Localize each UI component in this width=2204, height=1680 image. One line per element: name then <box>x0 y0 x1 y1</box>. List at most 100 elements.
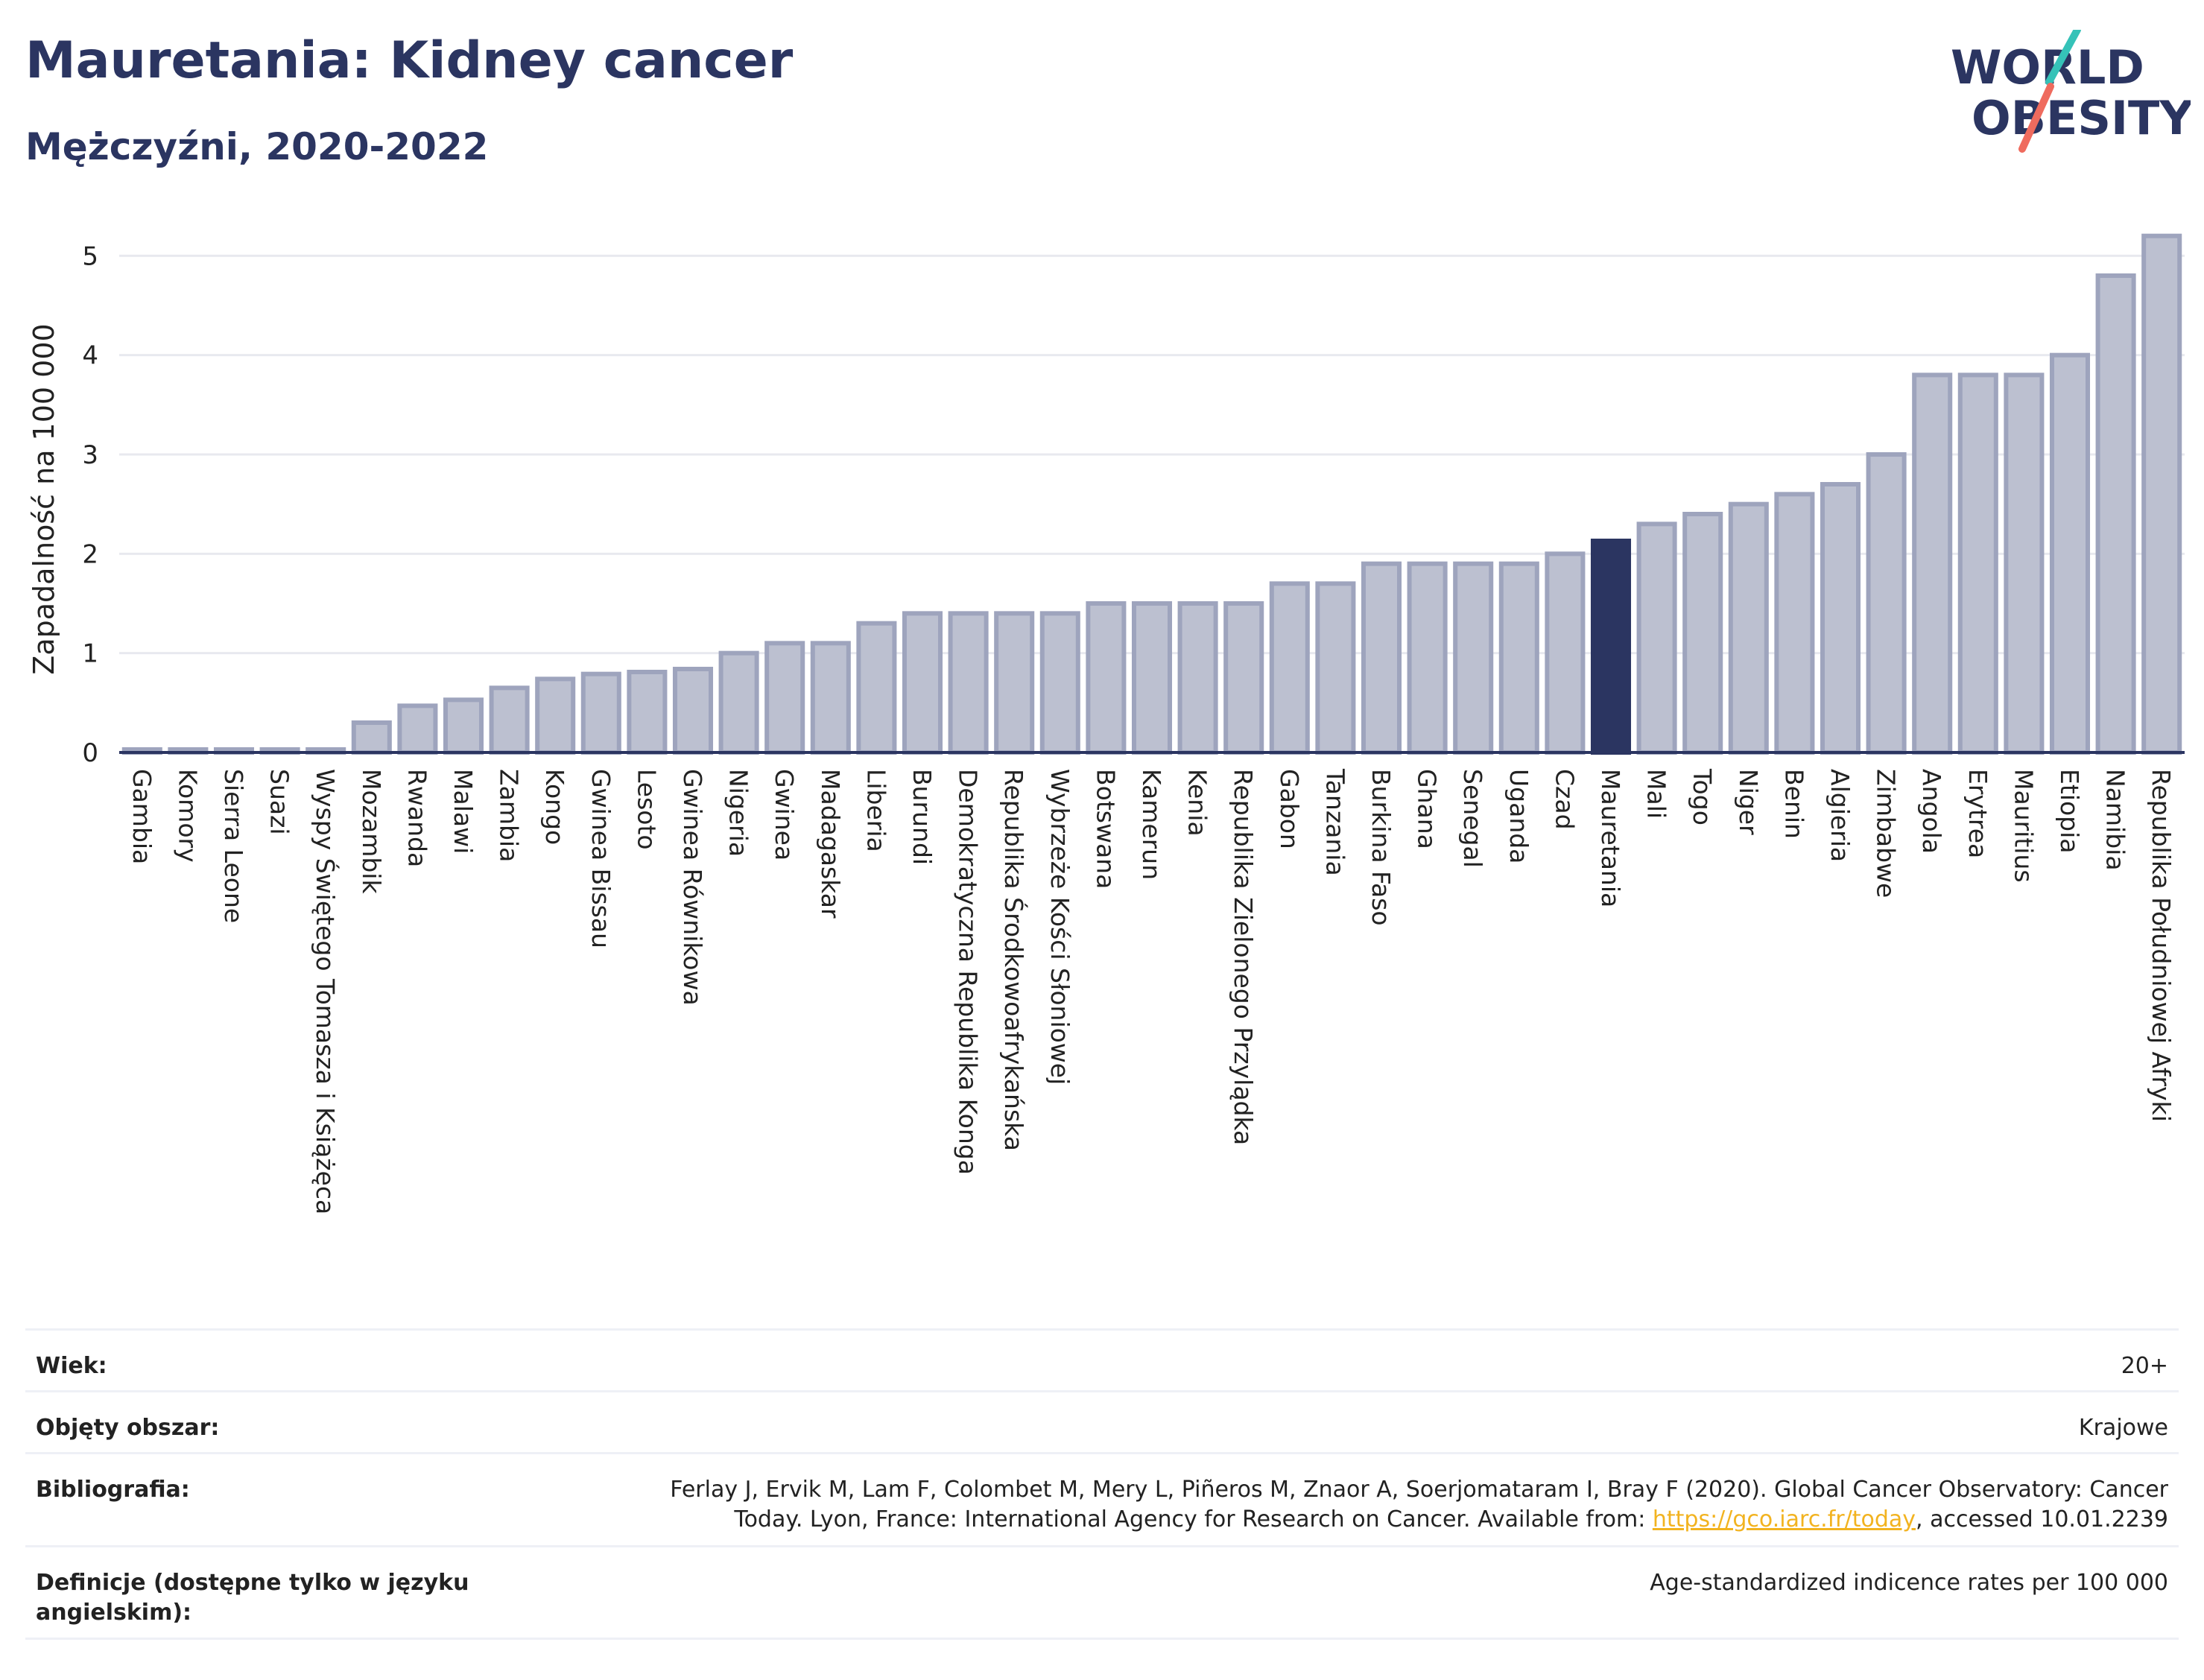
x-tick-label: Republika Zielonego Przylądka <box>1229 769 1258 1145</box>
age-label: Wiek: <box>36 1353 107 1379</box>
bar <box>1407 561 1448 755</box>
y-tick-label: 5 <box>82 241 98 271</box>
x-tick-label: Mali <box>1642 769 1671 819</box>
bar <box>1636 522 1677 755</box>
bar <box>443 697 484 755</box>
bar <box>1039 611 1080 755</box>
x-tick-label: Malawi <box>449 769 478 854</box>
logo-line2: OBESITY <box>1972 91 2191 145</box>
chart-title: Mauretania: Kidney cancer <box>25 31 794 90</box>
bar <box>1912 373 1953 755</box>
x-tick-label: Mauritius <box>2009 769 2038 883</box>
x-tick-label: Sierra Leone <box>219 769 248 923</box>
y-tick-label: 0 <box>82 738 98 768</box>
bar <box>351 720 392 755</box>
x-tick-label: Republika Środkowoafrykańska <box>999 769 1029 1151</box>
x-tick-label: Namibia <box>2101 769 2130 871</box>
x-tick-label: Wyspy Świętego Tomasza i Książęca <box>311 769 341 1214</box>
bar <box>902 611 943 755</box>
info-table: Wiek: 20+ Objęty obszar: Krajowe Bibliog… <box>25 1328 2179 1640</box>
bar <box>1361 561 1402 755</box>
age-value: 20+ <box>2121 1353 2168 1379</box>
x-tick-label: Zimbabwe <box>1872 769 1901 898</box>
x-tick-label: Gwinea Równikowa <box>678 769 707 1006</box>
definitions-label: Definicje (dostępne tylko w języku angie… <box>36 1570 469 1626</box>
bar <box>994 611 1035 755</box>
y-tick-label: 2 <box>82 539 98 569</box>
bar <box>718 650 759 755</box>
y-tick-label: 1 <box>82 639 98 669</box>
bar <box>2004 373 2045 755</box>
chart-subtitle: Mężczyźni, 2020-2022 <box>25 125 489 168</box>
x-tick-label: Burundi <box>908 769 937 865</box>
bar <box>948 611 989 755</box>
x-tick-label: Lesoto <box>632 769 661 850</box>
x-tick-label: Zambia <box>495 769 524 862</box>
x-tick-label: Erytrea <box>1963 769 1992 858</box>
x-tick-label: Nigeria <box>724 769 753 857</box>
bar <box>627 670 668 755</box>
logo-slash-coral <box>2018 83 2054 153</box>
bar <box>1728 501 1769 755</box>
bar <box>397 703 438 755</box>
x-tick-label: Wybrzeże Kości Słoniowej <box>1045 769 1074 1085</box>
x-tick-label: Botswana <box>1091 769 1120 889</box>
y-tick-label: 4 <box>82 341 98 371</box>
bar <box>1498 561 1539 755</box>
bar <box>1774 492 1815 755</box>
x-tick-label: Burkina Faso <box>1367 769 1396 926</box>
x-tick-label: Mozambik <box>357 769 386 894</box>
bar <box>1315 581 1356 755</box>
bar <box>580 671 621 755</box>
bar-chart: 0 1 2 3 4 5 Gambia Komory Sierra Leone Suazi Wysp… <box>28 233 2185 1214</box>
bar <box>1177 601 1218 755</box>
bar <box>2095 273 2136 755</box>
x-tick-label: Kenia <box>1183 769 1212 837</box>
x-tick-label: Czad <box>1550 769 1579 830</box>
bibliography-link[interactable]: https://gco.iarc.fr/today <box>1652 1506 1916 1532</box>
bar <box>489 685 530 755</box>
bibliography-accessed: , accessed 10.01.2239 <box>1916 1506 2168 1532</box>
bar <box>1453 561 1494 755</box>
x-tick-label: Etiopia <box>2055 769 2084 854</box>
x-axis-labels: Gambia Komory Sierra Leone Suazi Wyspy Święt… <box>127 768 2176 1214</box>
bar <box>1545 551 1586 755</box>
bar <box>1223 601 1264 755</box>
x-tick-label: Komory <box>173 769 202 863</box>
x-tick-label: Togo <box>1688 768 1717 825</box>
bar <box>1866 452 1907 755</box>
x-tick-label: Tanzania <box>1320 768 1349 876</box>
x-tick-label: Gwinea Bissau <box>586 769 615 948</box>
bar <box>2141 233 2182 755</box>
x-tick-label: Uganda <box>1504 769 1533 863</box>
bar <box>672 667 714 755</box>
x-tick-label: Benin <box>1779 769 1808 839</box>
bar <box>1086 601 1127 755</box>
x-tick-label: Gwinea <box>770 769 799 860</box>
logo-slash-teal <box>2045 30 2081 86</box>
x-tick-label: Kamerun <box>1137 769 1166 880</box>
x-tick-label: Liberia <box>861 769 890 852</box>
bar <box>2049 352 2091 755</box>
y-tick-label: 3 <box>82 440 98 470</box>
info-row-area: Objęty obszar: Krajowe <box>25 1390 2179 1452</box>
info-bottom-rule <box>25 1638 2179 1640</box>
bibliography-label: Bibliografia: <box>36 1477 190 1503</box>
definitions-value: Age-standardized indicence rates per 100… <box>1650 1570 2168 1596</box>
bar <box>764 641 805 755</box>
x-tick-label: Suazi <box>265 769 294 835</box>
bar <box>1269 581 1310 755</box>
area-label: Objęty obszar: <box>36 1415 220 1441</box>
bar <box>1957 373 1998 755</box>
info-row-age: Wiek: 20+ <box>25 1328 2179 1390</box>
x-tick-label: Madagaskar <box>816 769 845 919</box>
x-tick-label: Demokratyczna Republika Konga <box>954 769 983 1175</box>
x-tick-label: Gabon <box>1275 769 1304 849</box>
x-tick-label: Angola <box>1917 769 1946 854</box>
x-tick-label: Gambia <box>127 769 156 864</box>
bar <box>1820 482 1861 755</box>
x-tick-label: Republika Południowej Afryki <box>2147 769 2176 1122</box>
x-tick-label: Senegal <box>1458 769 1487 868</box>
bar <box>810 641 851 755</box>
bar <box>856 621 897 755</box>
